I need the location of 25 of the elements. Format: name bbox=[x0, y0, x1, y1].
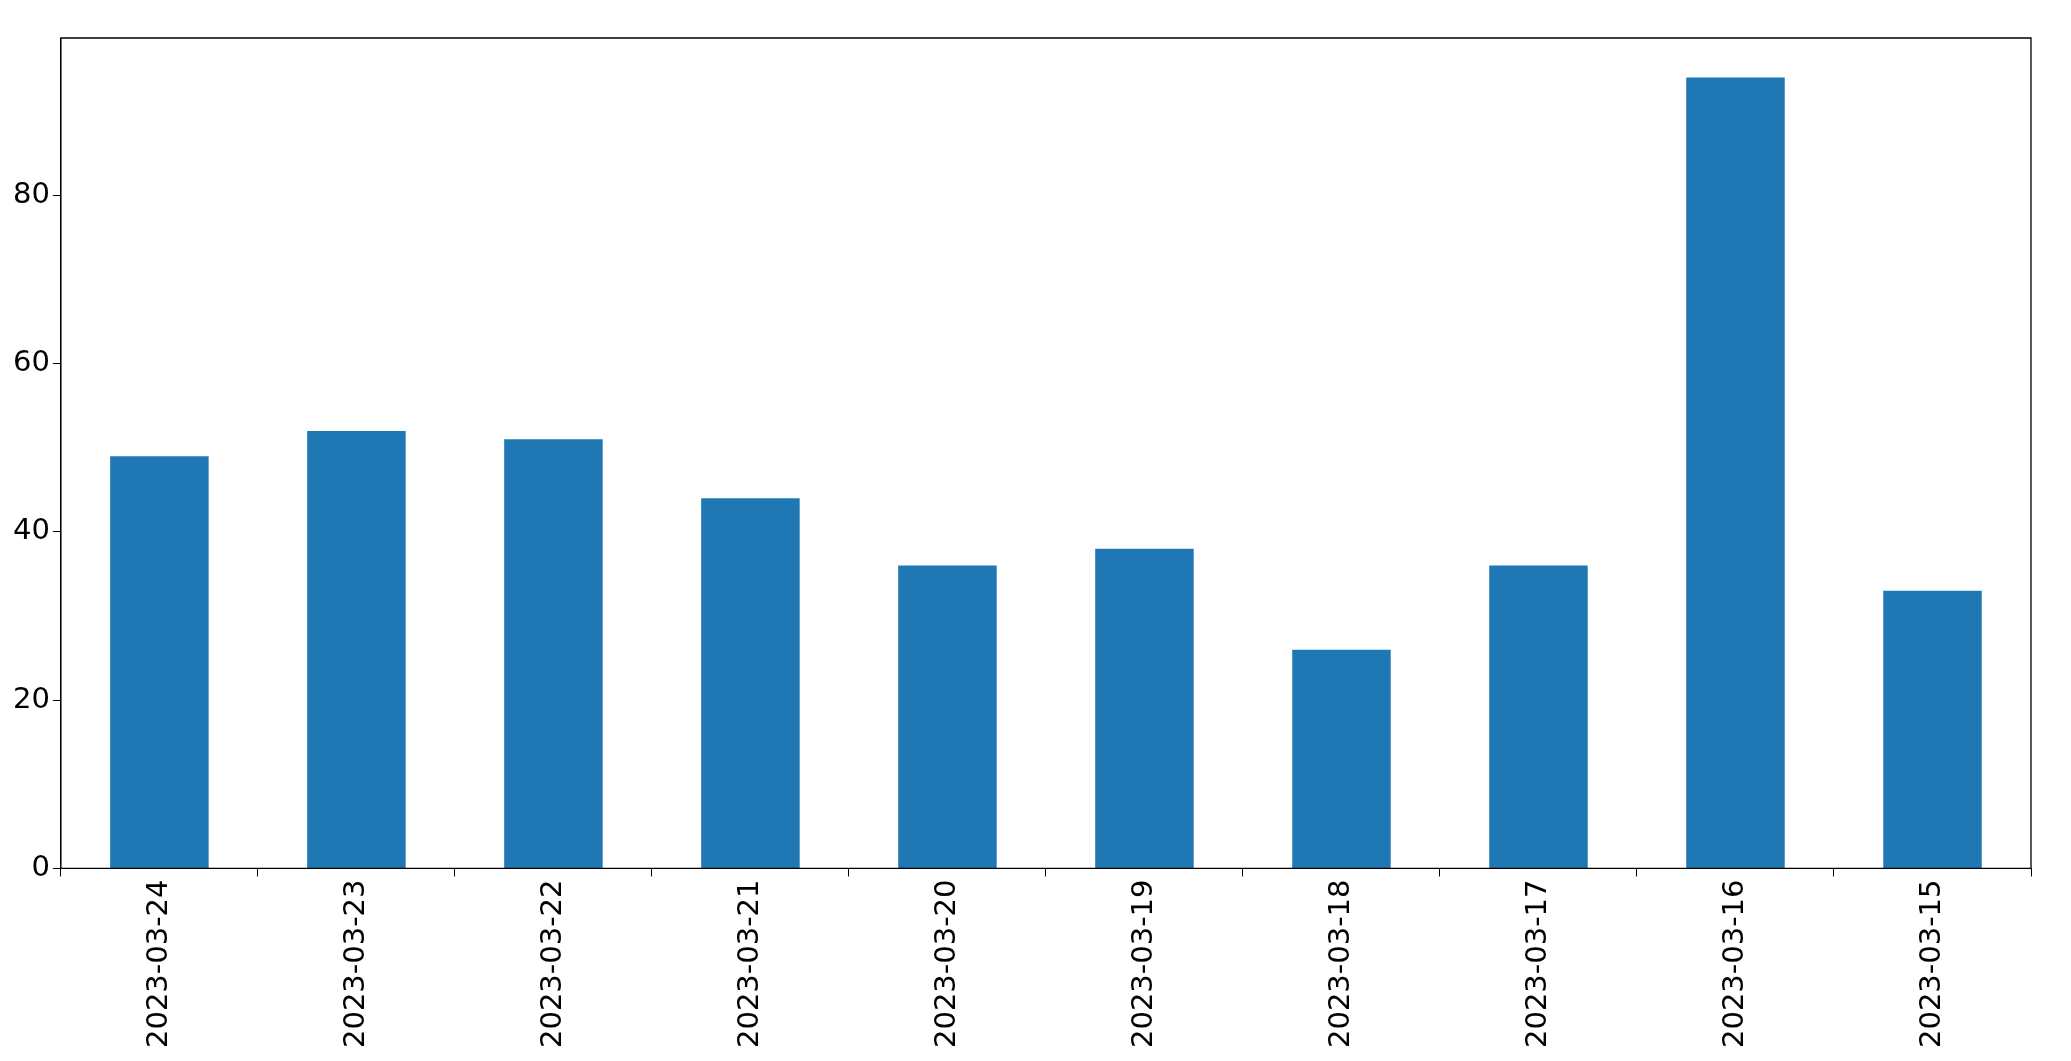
y-tick-label: 0 bbox=[31, 849, 50, 883]
y-tick-label: 80 bbox=[13, 175, 50, 210]
x-tick-label: 2023-03-24 bbox=[139, 879, 174, 1049]
y-tick-label: 60 bbox=[13, 344, 50, 379]
bar bbox=[1686, 77, 1785, 868]
bar bbox=[307, 430, 406, 868]
x-tick-label: 2023-03-16 bbox=[1716, 879, 1751, 1049]
x-tick-label: 2023-03-20 bbox=[927, 879, 962, 1049]
x-tick-label: 2023-03-21 bbox=[730, 879, 765, 1049]
x-tick-label: 2023-03-23 bbox=[336, 879, 371, 1049]
bar bbox=[1292, 649, 1391, 868]
bar bbox=[504, 439, 603, 868]
x-tick-label: 2023-03-17 bbox=[1519, 879, 1554, 1049]
bar bbox=[110, 456, 209, 868]
bar bbox=[701, 498, 800, 868]
y-tick-label: 40 bbox=[13, 512, 50, 547]
x-tick-label: 2023-03-19 bbox=[1124, 879, 1159, 1049]
x-tick-label: 2023-03-22 bbox=[533, 879, 568, 1049]
x-tick-label: 2023-03-18 bbox=[1322, 879, 1356, 1049]
bar bbox=[898, 565, 997, 868]
x-tick-label: 2023-03-15 bbox=[1913, 879, 1948, 1049]
y-tick-label: 20 bbox=[13, 680, 50, 715]
bar bbox=[1883, 590, 1982, 868]
bar bbox=[1095, 548, 1194, 868]
bar bbox=[1489, 565, 1588, 868]
